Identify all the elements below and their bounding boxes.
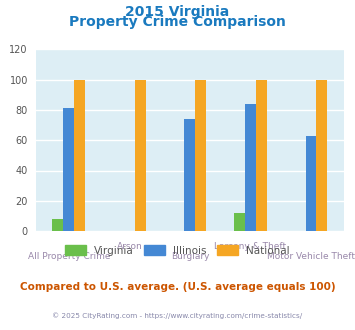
Text: Arson: Arson — [116, 242, 142, 250]
Bar — [306, 136, 317, 231]
Bar — [234, 213, 245, 231]
Text: Motor Vehicle Theft: Motor Vehicle Theft — [267, 252, 355, 261]
Text: Larceny & Theft: Larceny & Theft — [214, 242, 286, 250]
Bar — [63, 109, 74, 231]
Bar — [195, 80, 206, 231]
Text: Burglary: Burglary — [171, 252, 209, 261]
Text: 2015 Virginia: 2015 Virginia — [125, 5, 230, 19]
Bar — [74, 80, 85, 231]
Text: Property Crime Comparison: Property Crime Comparison — [69, 15, 286, 29]
Legend: Virginia, Illinois, National: Virginia, Illinois, National — [61, 241, 294, 260]
Bar — [53, 219, 63, 231]
Bar — [185, 119, 195, 231]
Text: © 2025 CityRating.com - https://www.cityrating.com/crime-statistics/: © 2025 CityRating.com - https://www.city… — [53, 312, 302, 318]
Text: Compared to U.S. average. (U.S. average equals 100): Compared to U.S. average. (U.S. average … — [20, 282, 335, 292]
Bar — [256, 80, 267, 231]
Bar — [245, 104, 256, 231]
Text: All Property Crime: All Property Crime — [28, 252, 110, 261]
Bar — [317, 80, 327, 231]
Bar — [135, 80, 146, 231]
